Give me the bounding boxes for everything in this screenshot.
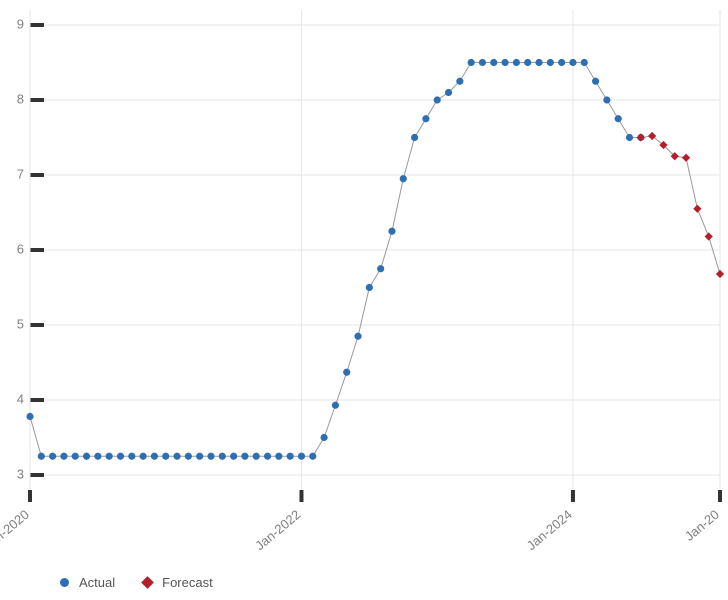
svg-text:5: 5 (17, 316, 24, 331)
svg-text:3: 3 (17, 466, 24, 481)
diamond-icon (141, 576, 154, 589)
legend-label-forecast: Forecast (162, 575, 213, 590)
legend-item-forecast: Forecast (143, 575, 213, 590)
svg-text:Jan-2022: Jan-2022 (252, 507, 303, 553)
legend-label-actual: Actual (79, 575, 115, 590)
circle-icon (60, 578, 69, 587)
rate-chart: 3 4 5 6 7 8 9 Jan-2020 Jan-2022 Jan-2024 Jan-20 Ac… (0, 0, 728, 600)
legend-item-actual: Actual (60, 575, 115, 590)
svg-text:Jan-2024: Jan-2024 (524, 507, 575, 553)
svg-text:6: 6 (17, 241, 24, 256)
svg-text:Jan-2020: Jan-2020 (0, 507, 32, 553)
svg-text:7: 7 (17, 166, 24, 181)
svg-text:8: 8 (17, 91, 24, 106)
legend: Actual Forecast (60, 575, 213, 590)
svg-text:Jan-20: Jan-20 (682, 507, 722, 544)
svg-text:4: 4 (17, 391, 24, 406)
chart-svg: 3 4 5 6 7 8 9 Jan-2020 Jan-2022 Jan-2024 Jan-20 (0, 0, 728, 600)
svg-text:9: 9 (17, 16, 24, 31)
